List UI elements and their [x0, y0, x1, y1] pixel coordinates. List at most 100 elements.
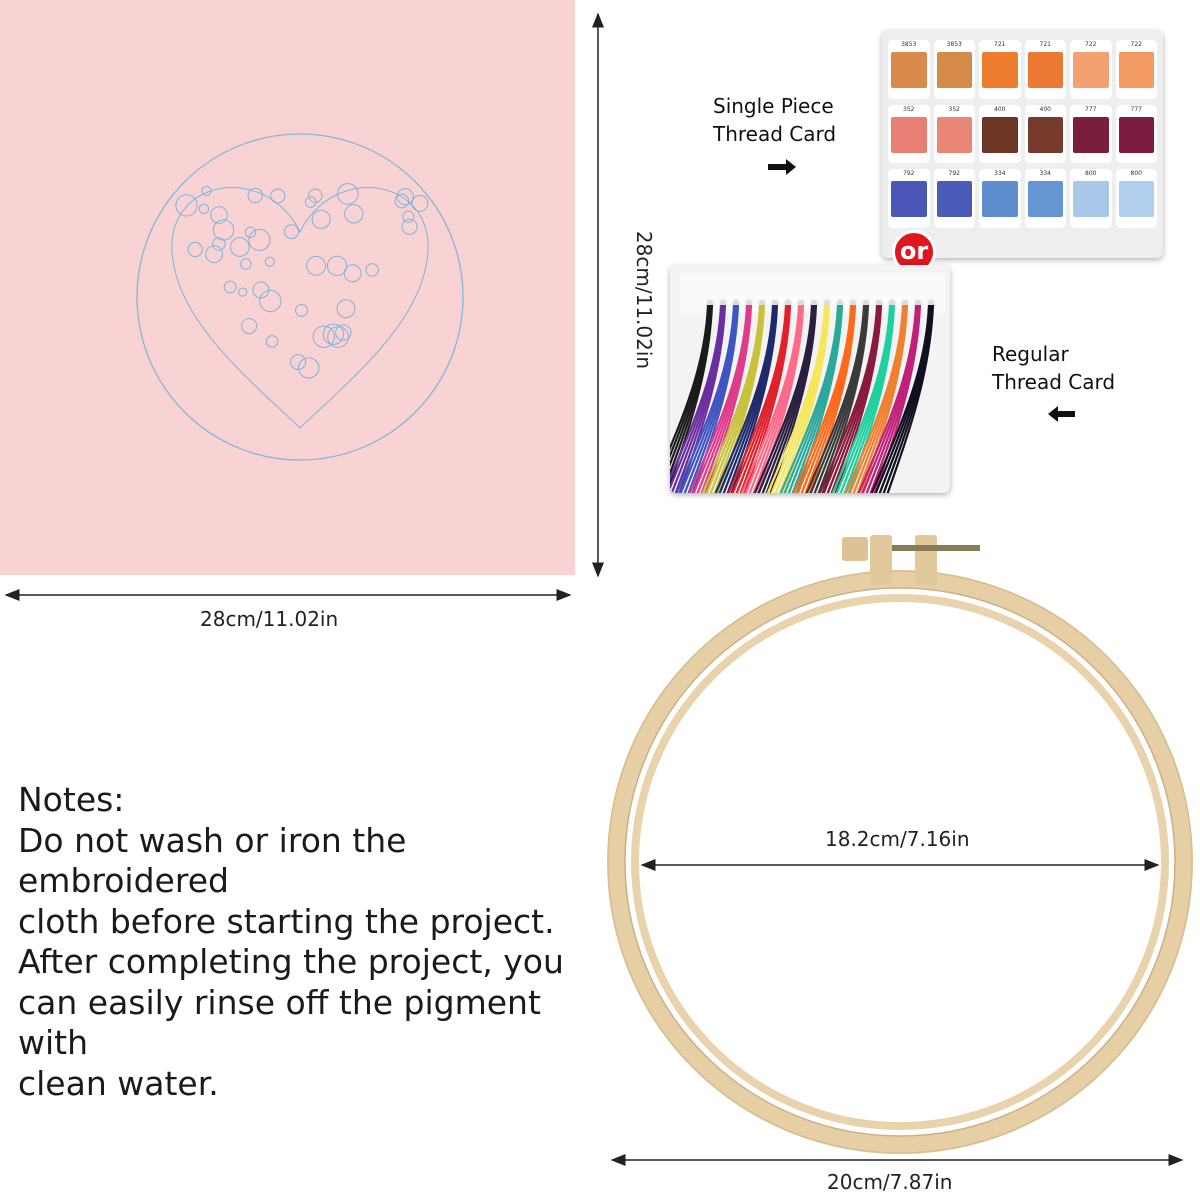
thread-spool: 352 — [888, 104, 930, 164]
regular-card-label-line1: Regular — [992, 342, 1069, 366]
thread-spool: 792 — [933, 169, 975, 228]
floss — [1073, 116, 1109, 153]
flower-outline — [247, 187, 263, 204]
notes: Notes: Do not wash or iron the embroider… — [18, 780, 608, 1104]
thread-spool: 721 — [979, 40, 1021, 99]
floss — [936, 116, 972, 153]
flower-outline — [308, 188, 323, 203]
thread-skein — [886, 304, 935, 493]
spool-number: 792 — [903, 170, 915, 178]
flower-outline — [312, 325, 335, 348]
flower-outline — [295, 303, 308, 317]
thread-skein — [821, 304, 870, 493]
spool-number: 400 — [1039, 105, 1051, 113]
thread-skein — [795, 304, 844, 493]
thread-skein — [873, 304, 922, 493]
heart-flower-pattern — [136, 133, 464, 461]
spool-number: 334 — [1039, 170, 1051, 178]
flower-outline — [201, 185, 212, 197]
embroidery-hoop — [607, 535, 1193, 1154]
thread-spool: 777 — [1115, 104, 1157, 164]
spool-number: 721 — [1039, 41, 1051, 48]
single-card-label-line1: Single Piece — [713, 94, 834, 118]
flower-outline — [252, 281, 270, 299]
flower-outline — [212, 219, 235, 241]
thread-skein — [717, 304, 766, 493]
flower-outline — [198, 203, 210, 215]
spool-number: 721 — [994, 41, 1006, 48]
regular-card-label-line2: Thread Card — [992, 370, 1116, 394]
floss — [1118, 116, 1154, 153]
notes-line: Do not wash or iron the embroidered — [18, 820, 407, 901]
thread-skein — [834, 304, 883, 493]
flower-outline — [244, 226, 257, 239]
outer-diameter-label: 20cm/7.87in — [827, 1170, 953, 1194]
flower-outline — [311, 209, 331, 229]
arrow-left-icon — [1048, 406, 1075, 422]
spool-number: 334 — [994, 170, 1006, 178]
thread-skein — [730, 304, 779, 493]
spool-number: 777 — [1130, 105, 1142, 113]
flower-outline — [402, 210, 415, 223]
floss — [891, 52, 927, 88]
thread-skein — [704, 304, 753, 493]
flower-outline — [298, 357, 320, 379]
flower-outline — [396, 188, 414, 206]
flower-outline — [365, 263, 379, 277]
spool-number: 3853 — [946, 41, 962, 48]
fabric-width-label: 28cm/11.02in — [200, 607, 339, 631]
single-card-label: Single Piece Thread Card — [713, 92, 836, 148]
floss — [891, 116, 927, 153]
floss — [982, 181, 1018, 218]
regular-thread-card-image — [670, 265, 950, 493]
thread-spool: 722 — [1070, 40, 1112, 99]
flower-outline — [337, 183, 359, 205]
thread-skein — [670, 304, 714, 487]
flower-outline — [241, 317, 258, 335]
thread-skein — [743, 304, 792, 493]
regular-card-label: Regular Thread Card — [992, 340, 1115, 396]
flower-outline — [394, 193, 410, 209]
flower-outline — [210, 206, 228, 224]
flower-outline — [264, 256, 275, 267]
single-card-label-line2: Thread Card — [713, 122, 837, 146]
floss — [1027, 181, 1063, 218]
floss — [1027, 116, 1063, 153]
flower-outline — [265, 335, 279, 348]
spool-number: 3853 — [901, 41, 917, 48]
floss — [1073, 52, 1109, 88]
spool-number: 722 — [1130, 41, 1142, 48]
thread-spool: 400 — [979, 104, 1021, 164]
flower-outline — [187, 241, 203, 258]
flower-outline — [335, 324, 352, 341]
flower-outline — [343, 264, 362, 283]
flower-outline — [270, 188, 286, 204]
flower-outline — [327, 326, 349, 348]
flower-outline — [259, 289, 282, 313]
single-piece-thread-card-image: 3853 3853 721 721 722 722 352 352 400 400 777 777 79… — [882, 30, 1163, 258]
thread-skein — [860, 304, 909, 493]
thread-skein — [847, 304, 896, 493]
thread-skein — [691, 304, 740, 493]
spool-number: 800 — [1130, 170, 1142, 178]
thread-skein — [756, 304, 805, 493]
flower-outline — [290, 354, 307, 371]
spool-number: 792 — [948, 170, 960, 178]
flower-outline — [284, 224, 299, 240]
notes-heading: Notes: — [18, 780, 125, 819]
arrow-right-icon — [768, 159, 796, 175]
spool-number: 352 — [903, 105, 915, 113]
thread-spool: 777 — [1070, 104, 1112, 164]
inner-diameter-label: 18.2cm/7.16in — [825, 827, 970, 851]
flower-outline — [306, 255, 326, 276]
thread-spool: 722 — [1115, 40, 1157, 99]
floss — [1118, 52, 1154, 88]
flower-outline — [175, 194, 198, 217]
thread-skein — [808, 304, 857, 493]
notes-line: clean water. — [18, 1063, 219, 1103]
hoop-screw-knob — [842, 537, 868, 561]
floss — [936, 52, 972, 88]
flower-outline — [304, 196, 317, 208]
thread-spool: 352 — [933, 104, 975, 164]
spool-number: 722 — [1085, 41, 1097, 48]
